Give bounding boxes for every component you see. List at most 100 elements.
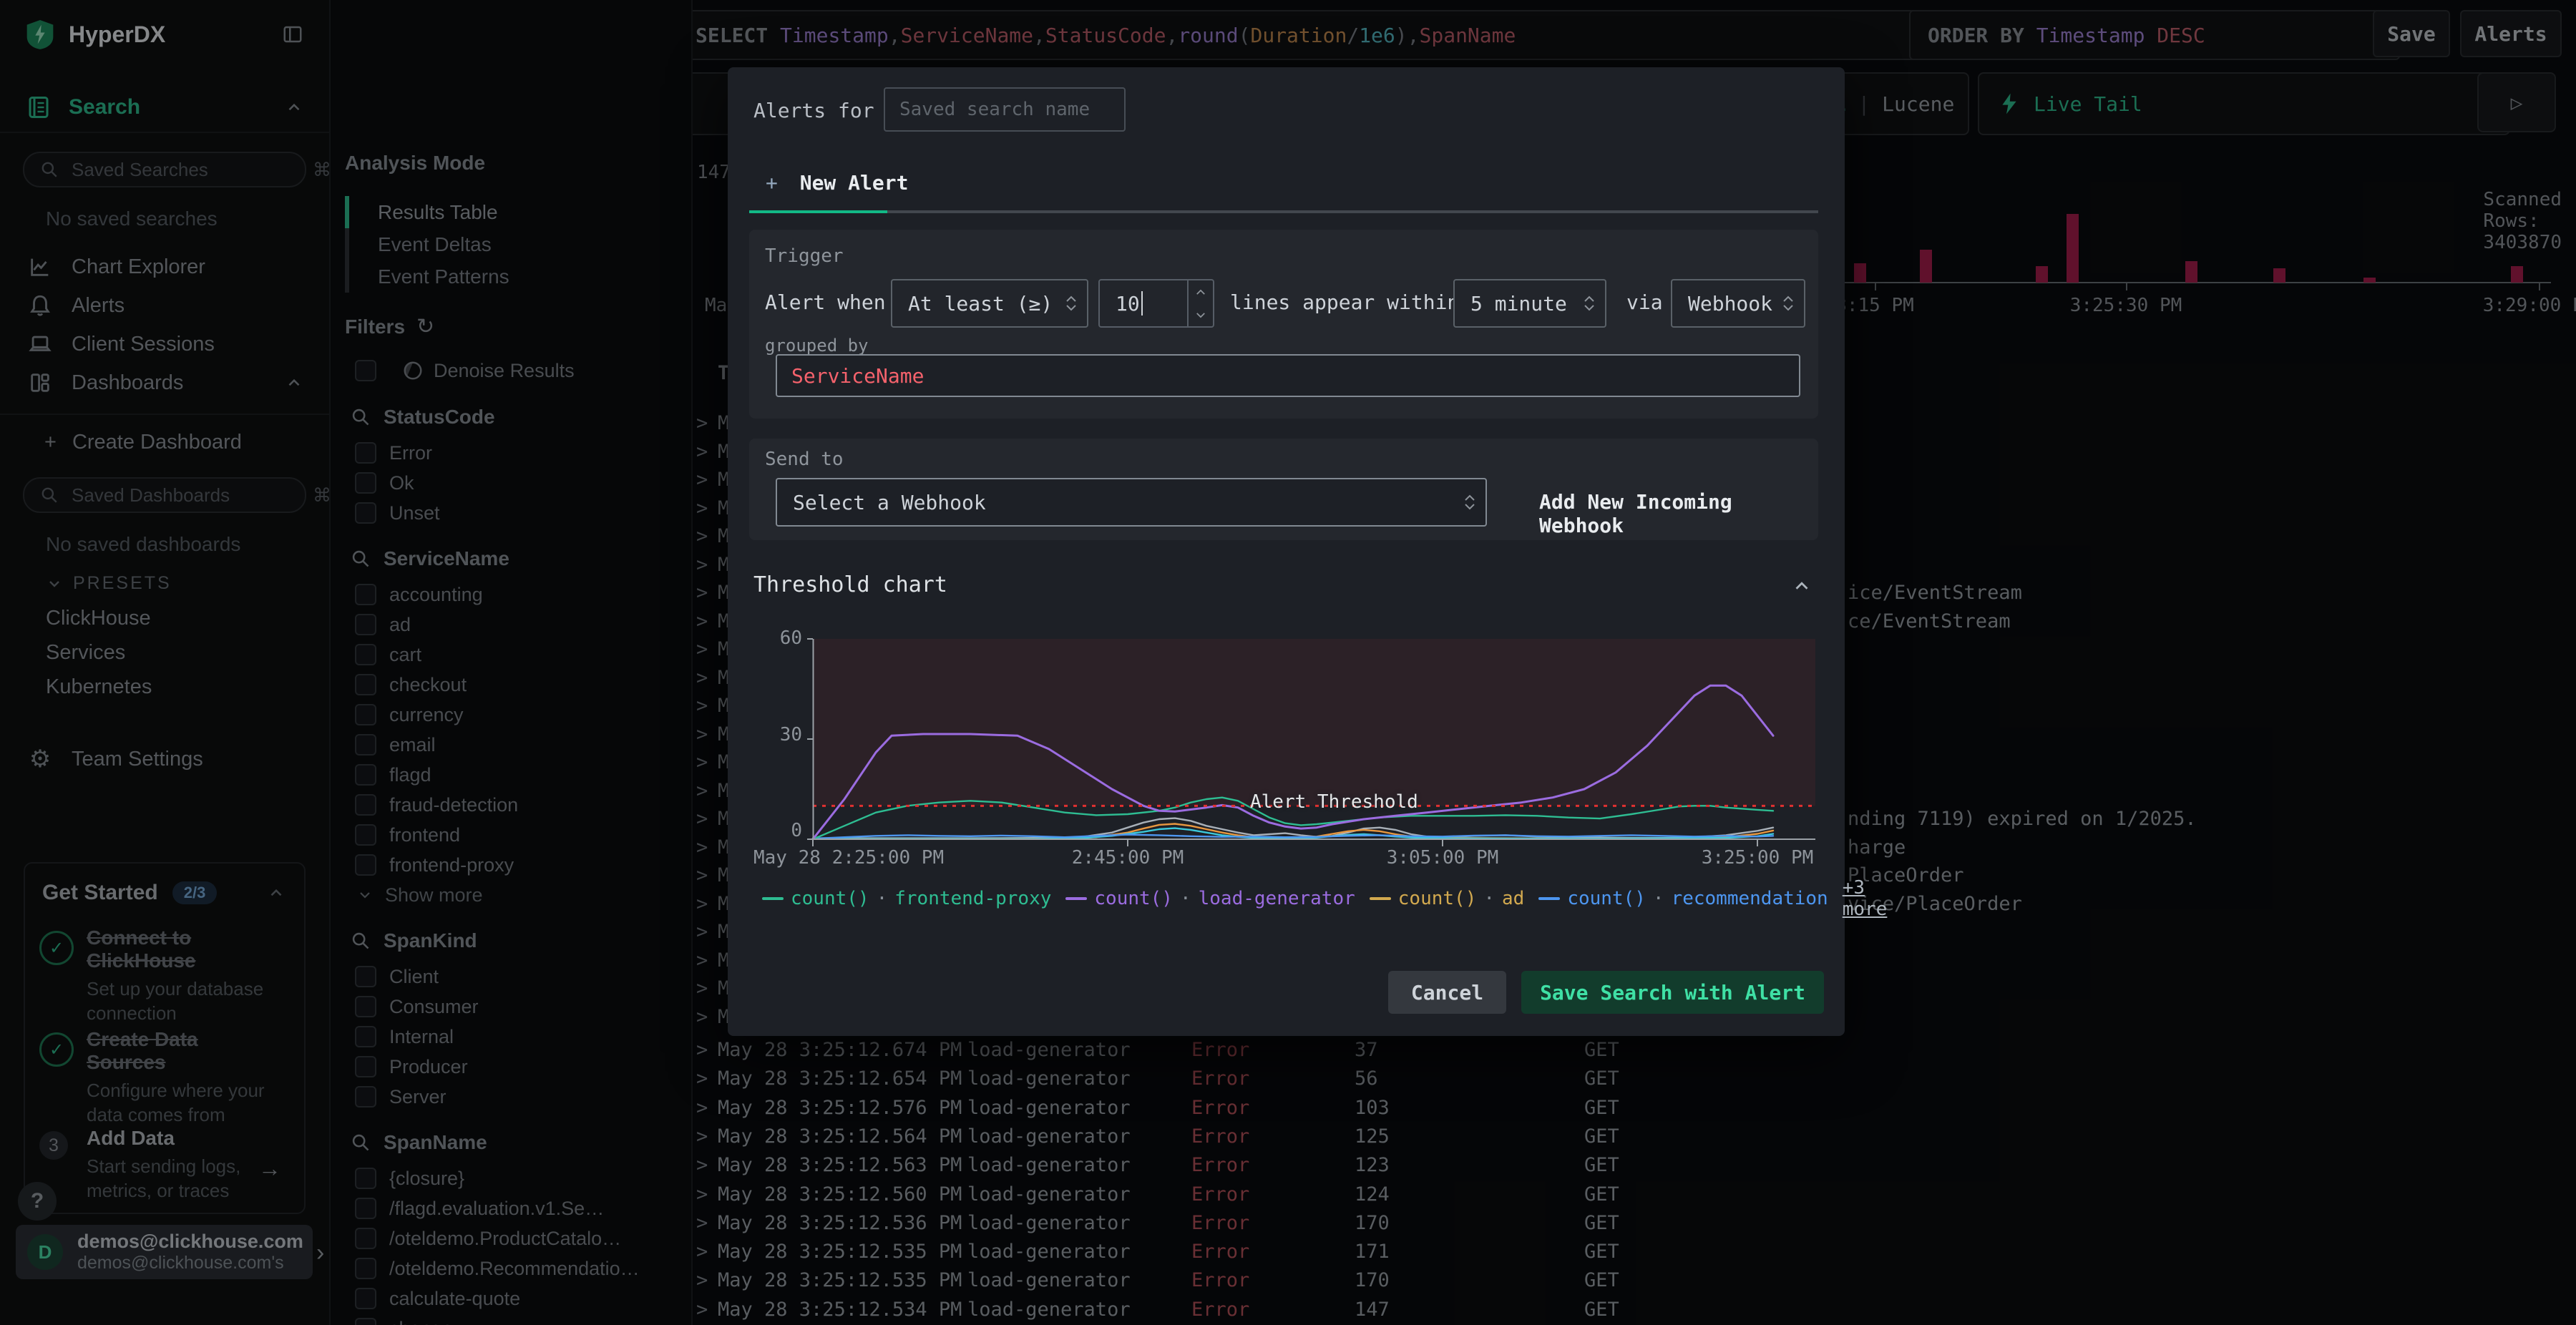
- preset-clickhouse[interactable]: ClickHouse: [46, 606, 151, 630]
- preset-services[interactable]: Services: [46, 640, 126, 664]
- sidebar-item-chart-explorer[interactable]: Chart Explorer: [0, 248, 329, 286]
- expand-row-chevron-icon[interactable]: >: [696, 836, 708, 859]
- sidebar-item-alerts[interactable]: Alerts: [0, 286, 329, 325]
- expand-row-chevron-icon[interactable]: >: [696, 497, 708, 519]
- get-started-step-1[interactable]: ✓ Connect to ClickHouse Set up your data…: [39, 926, 297, 1025]
- filter-option-statuscode[interactable]: Error: [345, 438, 691, 468]
- collapse-chart-chevron-icon[interactable]: [1791, 575, 1813, 597]
- filter-option-spankind[interactable]: Producer: [345, 1052, 691, 1082]
- presets-toggle[interactable]: PRESETS: [46, 573, 329, 594]
- tab-new-alert[interactable]: + New Alert: [766, 171, 908, 195]
- toggle-lucene[interactable]: Lucene: [1882, 92, 1955, 116]
- table-row[interactable]: > May 28 3:25:12.564 PM load-generator Erro…: [693, 1123, 2576, 1151]
- expand-row-chevron-icon[interactable]: >: [696, 1211, 708, 1234]
- expand-row-chevron-icon[interactable]: >: [696, 638, 708, 660]
- expand-row-chevron-icon[interactable]: >: [696, 666, 708, 689]
- filter-option-spanname[interactable]: /flagd.evaluation.v1.Se…: [345, 1193, 691, 1223]
- save-search-with-alert-button[interactable]: Save Search with Alert: [1521, 971, 1824, 1014]
- expand-row-chevron-icon[interactable]: >: [696, 1183, 708, 1206]
- help-button[interactable]: ?: [18, 1182, 57, 1221]
- chevron-up-icon[interactable]: [267, 884, 286, 902]
- expand-row-chevron-icon[interactable]: >: [696, 921, 708, 943]
- sidebar-item-dashboards[interactable]: Dashboards: [0, 363, 329, 402]
- saved-search-name-input[interactable]: Saved search name: [884, 87, 1126, 132]
- grouped-by-input[interactable]: ServiceName: [776, 354, 1800, 397]
- expand-row-chevron-icon[interactable]: >: [696, 751, 708, 773]
- expand-row-chevron-icon[interactable]: >: [696, 808, 708, 830]
- window-select[interactable]: 5 minute: [1453, 279, 1606, 328]
- filter-option-spanname[interactable]: /oteldemo.ProductCatalo…: [345, 1223, 691, 1253]
- filter-option-servicename[interactable]: accounting: [345, 580, 691, 610]
- analysis-mode-event-deltas[interactable]: Event Deltas: [345, 228, 691, 260]
- table-row[interactable]: > May 28 3:25:12.576 PM load-generator Erro…: [693, 1094, 2576, 1123]
- expand-row-chevron-icon[interactable]: >: [696, 779, 708, 802]
- expand-row-chevron-icon[interactable]: >: [696, 582, 708, 604]
- filter-option-servicename[interactable]: currency: [345, 700, 691, 730]
- channel-select[interactable]: Webhook: [1671, 279, 1805, 328]
- expand-row-chevron-icon[interactable]: >: [696, 1154, 708, 1177]
- webhook-select[interactable]: Select a Webhook: [776, 478, 1487, 527]
- live-tail-button[interactable]: Live Tail: [1978, 72, 2510, 135]
- expand-row-chevron-icon[interactable]: >: [696, 440, 708, 463]
- filter-option-spanname[interactable]: {closure}: [345, 1163, 691, 1193]
- expand-row-chevron-icon[interactable]: >: [696, 610, 708, 632]
- chevron-up-icon[interactable]: [285, 98, 303, 117]
- filter-option-servicename[interactable]: cart: [345, 640, 691, 670]
- saved-searches-field[interactable]: [70, 157, 313, 182]
- table-row[interactable]: > May 28 3:25:12.654 PM load-generator Erro…: [693, 1065, 2576, 1093]
- order-by-input[interactable]: ORDER BY Timestamp DESC: [1909, 10, 2400, 60]
- alerts-button[interactable]: Alerts: [2460, 10, 2562, 57]
- expand-row-chevron-icon[interactable]: >: [696, 892, 708, 915]
- sidebar-item-team-settings[interactable]: ⚙ Team Settings: [0, 740, 329, 778]
- create-dashboard-button[interactable]: + Create Dashboard: [44, 431, 329, 454]
- saved-searches-input[interactable]: ⌘K: [23, 152, 343, 187]
- expand-row-chevron-icon[interactable]: >: [696, 1298, 708, 1321]
- expand-row-chevron-icon[interactable]: >: [696, 1039, 708, 1061]
- expand-row-chevron-icon[interactable]: >: [696, 1241, 708, 1263]
- user-menu[interactable]: D demos@clickhouse.com demos@clickhouse.…: [16, 1225, 313, 1279]
- sidebar-item-search[interactable]: Search: [0, 94, 329, 120]
- cancel-button[interactable]: Cancel: [1388, 971, 1506, 1014]
- filter-option-servicename[interactable]: fraud-detection: [345, 790, 691, 820]
- filter-option-servicename[interactable]: checkout: [345, 670, 691, 700]
- table-row[interactable]: > May 28 3:25:12.560 PM load-generator Erro…: [693, 1180, 2576, 1209]
- filter-option-servicename[interactable]: flagd: [345, 760, 691, 790]
- filter-option-statuscode[interactable]: Ok: [345, 468, 691, 498]
- save-button[interactable]: Save: [2373, 10, 2450, 57]
- expand-row-chevron-icon[interactable]: >: [696, 864, 708, 886]
- expand-row-chevron-icon[interactable]: >: [696, 1005, 708, 1028]
- filter-option-spanname[interactable]: calculate-quote: [345, 1284, 691, 1314]
- table-row[interactable]: > May 28 3:25:12.534 PM load-generator Erro…: [693, 1296, 2576, 1324]
- get-started-step-2[interactable]: ✓ Create Data Sources Configure where yo…: [39, 1028, 297, 1127]
- table-row[interactable]: > May 28 3:25:12.563 PM load-generator Erro…: [693, 1151, 2576, 1180]
- refresh-icon[interactable]: ↻: [416, 315, 435, 338]
- collapse-sidebar-icon[interactable]: [282, 24, 303, 45]
- saved-dashboards-input[interactable]: ⌘K: [23, 477, 343, 513]
- denoise-results-checkbox[interactable]: Denoise Results: [345, 355, 691, 386]
- chevron-right-icon[interactable]: ›: [316, 1239, 325, 1266]
- expand-row-chevron-icon[interactable]: >: [696, 525, 708, 547]
- expand-row-chevron-icon[interactable]: >: [696, 553, 708, 576]
- add-webhook-button[interactable]: Add New Incoming Webhook: [1539, 490, 1732, 537]
- expand-row-chevron-icon[interactable]: >: [696, 695, 708, 717]
- legend-more-button[interactable]: +3 more: [1842, 877, 1888, 920]
- sql-select-input[interactable]: SELECT Timestamp,ServiceName,StatusCode,…: [677, 10, 1936, 60]
- filter-option-spankind[interactable]: Server: [345, 1082, 691, 1112]
- analysis-mode-event-patterns[interactable]: Event Patterns: [345, 260, 691, 293]
- filter-option-servicename[interactable]: ad: [345, 610, 691, 640]
- filter-option-servicename[interactable]: frontend: [345, 820, 691, 850]
- preset-kubernetes[interactable]: Kubernetes: [46, 675, 152, 698]
- expand-row-chevron-icon[interactable]: >: [696, 1067, 708, 1090]
- expand-row-chevron-icon[interactable]: >: [696, 412, 708, 434]
- filter-option-spanname[interactable]: /oteldemo.Recommendatio…: [345, 1253, 691, 1284]
- filter-option-spankind[interactable]: Client: [345, 962, 691, 992]
- saved-dashboards-field[interactable]: [70, 483, 313, 507]
- expand-row-chevron-icon[interactable]: >: [696, 949, 708, 972]
- table-row[interactable]: > May 28 3:25:12.535 PM load-generator Erro…: [693, 1238, 2576, 1266]
- play-button[interactable]: ▷: [2477, 72, 2556, 132]
- chevron-up-icon[interactable]: [285, 373, 303, 392]
- table-row[interactable]: > May 28 3:25:12.536 PM load-generator Erro…: [693, 1209, 2576, 1238]
- filter-option-spanname[interactable]: change: [345, 1314, 691, 1325]
- filter-option-spankind[interactable]: Internal: [345, 1022, 691, 1052]
- expand-row-chevron-icon[interactable]: >: [696, 723, 708, 745]
